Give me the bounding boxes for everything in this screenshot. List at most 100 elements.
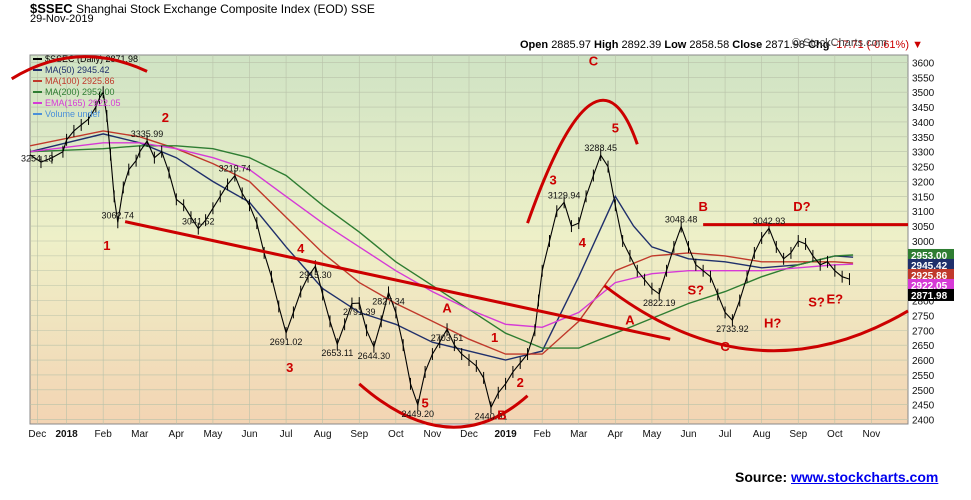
legend-entry: MA(200) 2953.00 (45, 87, 115, 97)
x-tick-label: 2019 (494, 429, 517, 440)
chart-title: $SSEC Shanghai Stock Exchange Composite … (30, 1, 375, 16)
x-tick-label: Sep (350, 429, 368, 440)
chart-date: 29-Nov-2019 (30, 13, 94, 25)
close-label: Close (732, 39, 763, 51)
x-tick-label: Feb (534, 429, 552, 440)
y-tick-label: 3500 (912, 88, 935, 99)
value-tag-label: 2953.00 (911, 251, 948, 262)
source-credit: Source: www.stockcharts.com (735, 469, 938, 485)
wave-annotation: 5 (421, 396, 428, 411)
x-tick-label: Aug (753, 429, 771, 440)
price-data-label: 2440.91 (475, 411, 508, 421)
value-tag-label: 2871.98 (911, 291, 948, 302)
close-value: 2871.98 (765, 39, 806, 51)
y-tick-label: 2500 (912, 386, 935, 397)
y-tick-label: 2400 (912, 416, 935, 427)
y-axis: 2400245025002550260026502700275028002850… (912, 58, 935, 426)
y-tick-label: 3450 (912, 103, 935, 114)
y-tick-label: 2600 (912, 356, 935, 367)
y-tick-label: 3400 (912, 118, 935, 129)
value-tag-box (908, 278, 954, 291)
trendline (124, 220, 671, 341)
price-data-label: 3335.99 (131, 129, 164, 139)
x-tick-label: Jul (280, 429, 293, 440)
price-data-label: 2733.92 (716, 324, 749, 334)
wave-annotation: 5 (612, 120, 619, 135)
open-label: Open (520, 39, 549, 51)
x-tick-label: May (203, 429, 222, 440)
value-tag-box (908, 268, 954, 281)
value-tag-box (908, 258, 954, 271)
ticker-symbol: $SSEC (30, 1, 73, 16)
wave-annotation: 2 (162, 110, 169, 125)
y-tick-label: 3000 (912, 237, 935, 248)
price-data-label: 2449.20 (402, 409, 435, 419)
y-tick-label: 3050 (912, 222, 935, 233)
y-tick-label: 2700 (912, 326, 935, 337)
legend-entry: MA(50) 2945.42 (45, 65, 110, 75)
y-tick-label: 2450 (912, 401, 935, 412)
wave-annotation: A (442, 300, 452, 315)
x-axis: Dec 2018 Feb Mar Apr May Jun Jul Aug Sep Oct Nov Dec… (28, 429, 880, 440)
wave-annotation: B (698, 199, 707, 214)
x-tick-label: Jul (719, 429, 732, 440)
wave-annotation: 1 (103, 238, 110, 253)
price-data-label: 3129.94 (548, 190, 581, 200)
wave-annotation: A (625, 312, 635, 327)
open-value: 2885.97 (551, 39, 591, 51)
y-tick-label: 3350 (912, 133, 935, 144)
wave-annotation: 3 (550, 172, 557, 187)
legend-entry: $SSEC (Daily) 2871.98 (45, 54, 138, 64)
x-tick-label: Aug (314, 429, 332, 440)
high-value: 2892.39 (621, 39, 662, 51)
change-value: -17.71 (-0.61%) (832, 39, 909, 51)
value-tag-box (908, 288, 954, 301)
wave-annotation: S? (688, 283, 705, 298)
legend-entry: Volume undef (45, 109, 101, 119)
price-data-label: 3288.45 (584, 143, 617, 153)
value-tag-label: 2925.86 (911, 271, 948, 282)
arc-curve (603, 284, 909, 353)
wave-annotation: S? (808, 294, 825, 309)
x-tick-label: Nov (424, 429, 442, 440)
price-data-label: 2827.34 (372, 296, 405, 306)
y-tick-label: 3200 (912, 177, 935, 188)
wave-annotation: C (720, 339, 730, 354)
ohlc-readout: Open 2885.97 High 2892.39 Low 2858.58 Cl… (520, 39, 923, 51)
price-data-label: 3219.74 (219, 164, 252, 174)
price-data-label: 3048.48 (665, 215, 698, 225)
arc-curve (358, 382, 529, 429)
y-tick-label: 2550 (912, 371, 935, 382)
value-tag-label: 2945.42 (911, 261, 948, 272)
wave-annotation: E? (827, 291, 844, 306)
price-data-label: 2703.51 (431, 333, 464, 343)
y-tick-label: 2800 (912, 297, 935, 308)
x-tick-label: Oct (388, 429, 404, 440)
source-link[interactable]: www.stockcharts.com (791, 469, 939, 485)
x-tick-label: 2018 (55, 429, 78, 440)
wave-annotation: 2 (517, 375, 524, 390)
low-value: 2858.58 (689, 39, 730, 51)
wave-annotation: D? (793, 199, 810, 214)
price-data-label: 2915.30 (299, 270, 332, 280)
x-tick-label: May (642, 429, 661, 440)
wave-annotation: 4 (579, 235, 587, 250)
wave-annotation: 4 (297, 241, 305, 256)
y-tick-label: 2750 (912, 311, 935, 322)
annotation-overlay: 3254.18 3062.74 3335.99 3041.52 3219.74 2691.… (10, 53, 909, 429)
price-data-label: 2653.11 (321, 348, 353, 358)
price-data-label: 3062.74 (102, 210, 135, 220)
arc-curve (526, 98, 639, 224)
series-line-ma-50- (30, 133, 854, 361)
series-line-ema-165- (30, 142, 854, 329)
change-down-arrow-icon: ▼ (912, 39, 923, 51)
wave-annotation: 3 (286, 360, 293, 375)
legend-entry: MA(100) 2925.86 (45, 76, 115, 86)
price-data-label: 2822.19 (643, 298, 676, 308)
x-tick-label: Apr (608, 429, 624, 440)
x-tick-label: Sep (789, 429, 807, 440)
y-tick-label: 3150 (912, 192, 935, 203)
